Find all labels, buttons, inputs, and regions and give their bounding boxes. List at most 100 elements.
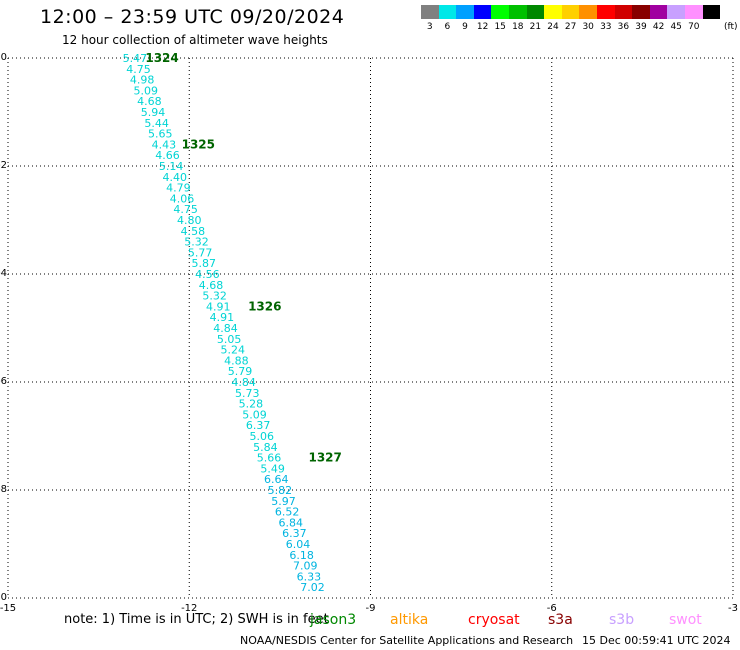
legend-label: 27 [564, 22, 577, 32]
x-tick-label: -3 [728, 603, 738, 614]
wave-height-label: 5.06 [250, 430, 275, 443]
legend-swatch [596, 5, 615, 19]
wave-height-label: 4.84 [213, 322, 238, 335]
wave-height-label: 5.09 [134, 84, 159, 97]
wave-height-label: 5.28 [239, 398, 264, 411]
legend-swatches [421, 5, 721, 19]
pass-number-label: 1327 [308, 451, 341, 465]
wave-height-label: 4.80 [177, 214, 202, 227]
legend-swatch [632, 5, 650, 19]
legend-labels: 3 6 9 12 15 18 21 24 27 30 33 36 39 42 45 70 [421, 22, 720, 36]
legend-swatch [456, 5, 474, 19]
legend-swatch [667, 5, 685, 19]
wave-height-label: 4.88 [224, 354, 249, 367]
wave-height-label: 4.75 [173, 203, 198, 216]
pass-number-label: 1326 [248, 299, 281, 313]
wave-height-label: 4.56 [195, 268, 220, 281]
wave-height-label: 5.49 [260, 462, 285, 475]
pass-number-label: 1324 [145, 51, 178, 65]
legend-label: 6 [444, 22, 451, 32]
legend-swatch [684, 5, 703, 19]
legend-swatch [544, 5, 562, 19]
x-tick-label: -6 [547, 603, 557, 614]
wave-height-label: 5.79 [228, 365, 253, 378]
satellite-altika: altika [390, 612, 429, 628]
legend-label: 36 [617, 22, 630, 32]
y-tick-label: -2 [0, 160, 7, 171]
x-tick-label: -12 [181, 603, 197, 614]
wave-height-label: 4.84 [231, 376, 256, 389]
legend-swatch [649, 5, 668, 19]
satellite-jason3: jason3 [310, 612, 357, 628]
wave-height-label: 4.40 [163, 171, 188, 184]
footer-credit: NOAA/NESDIS Center for Satellite Applica… [240, 634, 574, 647]
wave-height-label: 4.58 [181, 225, 206, 238]
legend-label: 15 [494, 22, 506, 32]
wave-height-label: 6.84 [279, 516, 304, 529]
wave-height-label: 5.82 [268, 484, 293, 497]
legend-swatch [702, 5, 721, 19]
wave-height-label: 5.66 [257, 452, 282, 465]
legend-swatch [561, 5, 580, 19]
y-tick-label: -8 [0, 484, 7, 495]
legend-label: 33 [600, 22, 612, 32]
wave-height-label: 5.05 [217, 333, 242, 346]
legend-swatch [473, 5, 492, 19]
wave-height-label: 4.66 [155, 149, 180, 162]
footer-note: note: 1) Time is in UTC; 2) SWH is in fe… [64, 612, 329, 627]
wave-height-label: 6.64 [264, 473, 289, 486]
legend-label: 24 [547, 22, 559, 32]
satellite-cryosat: cryosat [468, 612, 520, 628]
wave-height-label: 4.68 [199, 279, 224, 292]
wave-height-label: 4.43 [152, 138, 177, 151]
legend-swatch [508, 5, 527, 19]
wave-height-label: 4.75 [126, 63, 151, 76]
legend-swatch [579, 5, 597, 19]
wave-height-label: 4.68 [137, 95, 162, 108]
wave-height-label: 5.32 [184, 236, 209, 249]
wave-height-label: 5.44 [144, 117, 169, 130]
wave-height-label: 7.02 [300, 581, 325, 594]
x-tick-label: -15 [0, 603, 16, 614]
legend-swatch [526, 5, 545, 19]
x-tick-label: -9 [366, 603, 376, 614]
legend-label: 18 [512, 22, 524, 32]
wave-height-label: 5.73 [235, 387, 260, 400]
pass-number-label: 1325 [182, 137, 215, 151]
wave-height-label: 5.87 [192, 257, 217, 270]
legend-label: 42 [652, 22, 665, 32]
wave-height-label: 4.06 [170, 192, 195, 205]
wave-height-label: 6.04 [286, 538, 311, 551]
wave-height-label: 4.98 [130, 74, 155, 87]
legend-label: 9 [462, 22, 468, 32]
wave-height-label: 4.91 [206, 300, 231, 313]
wave-height-label: 5.94 [141, 106, 166, 119]
legend-label: 45 [670, 22, 682, 32]
wave-height-label: 4.91 [210, 311, 235, 324]
y-tick-label: -6 [0, 376, 7, 387]
legend-label: 21 [529, 22, 542, 32]
wave-height-label: 5.14 [159, 160, 184, 173]
wave-height-label: 5.47 [123, 52, 148, 65]
legend-label: 3 [426, 22, 433, 32]
legend-label: 12 [476, 22, 489, 32]
wave-height-label: 4.79 [166, 182, 191, 195]
wave-height-label: 6.37 [282, 527, 307, 540]
legend-unit: (ft) [724, 22, 738, 32]
color-legend: 3 6 9 12 15 18 21 24 27 30 33 36 39 42 45 70 (ft) [421, 5, 738, 36]
wave-height-label: 5.84 [253, 441, 278, 454]
legend-label: 39 [635, 22, 647, 32]
wave-height-label: 6.18 [289, 549, 314, 562]
legend-swatch [421, 5, 439, 19]
chart-subtitle: 12 hour collection of altimeter wave hei… [62, 33, 328, 47]
legend-swatch [614, 5, 633, 19]
satellite-s3b: s3b [609, 612, 635, 628]
legend-label: 30 [582, 22, 594, 32]
wave-height-label: 5.65 [148, 128, 173, 141]
satellite-swot: swot [669, 612, 702, 628]
satellite-s3a: s3a [548, 612, 573, 628]
legend-swatch [491, 5, 509, 19]
wave-height-label: 6.37 [246, 419, 271, 432]
wave-height-label: 5.24 [221, 344, 246, 357]
